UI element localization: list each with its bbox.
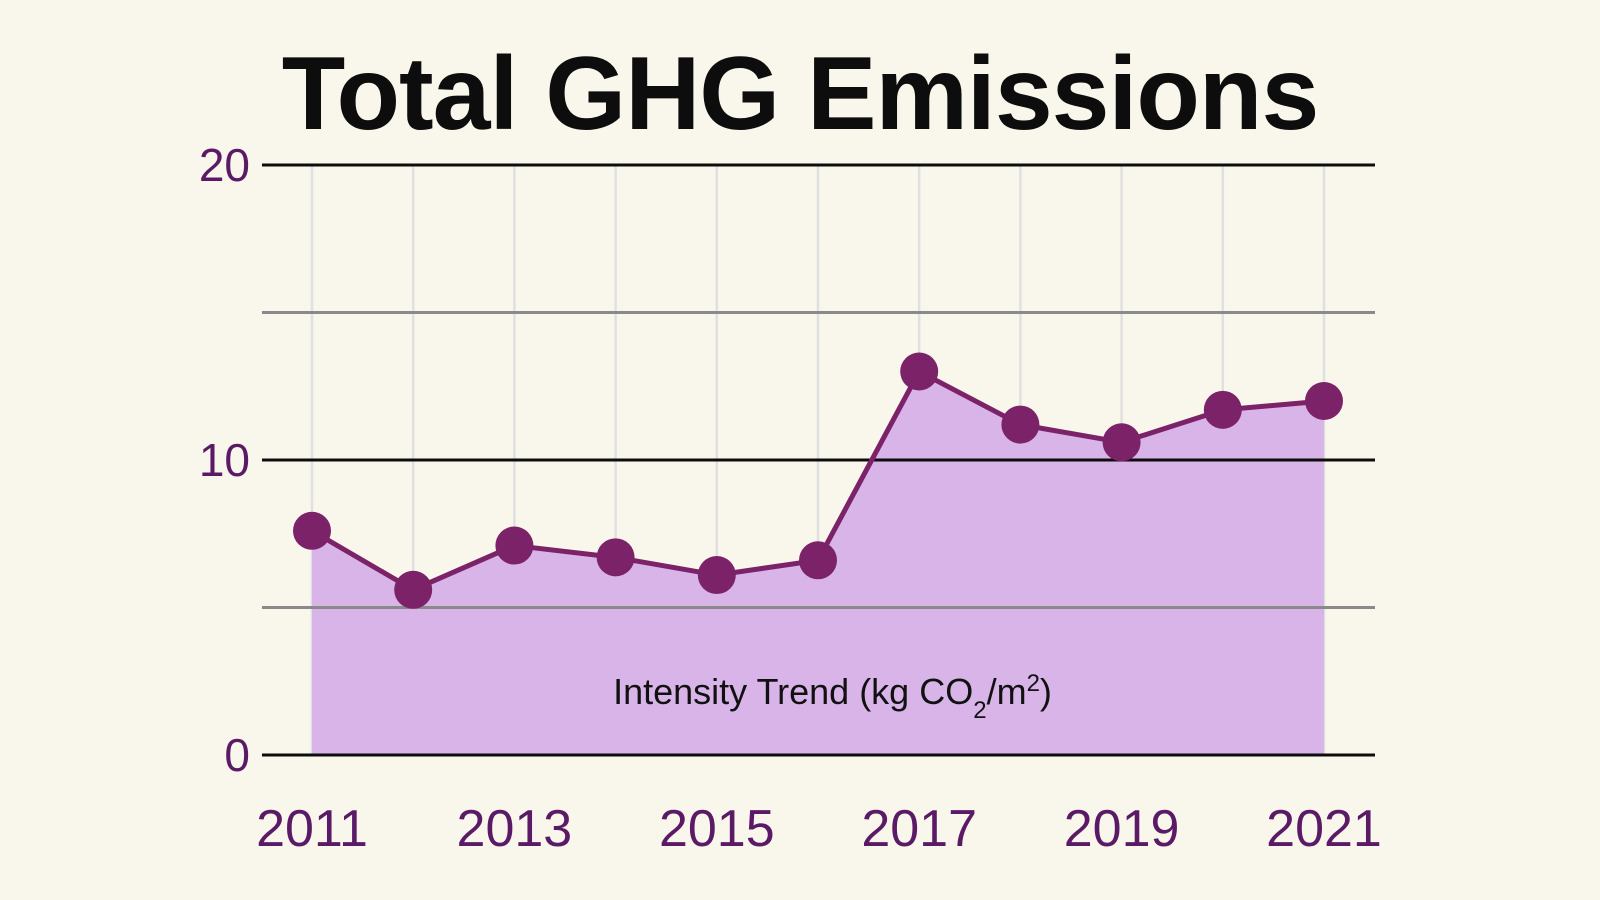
y-tick-label: 20 <box>199 139 250 191</box>
x-tick-label: 2019 <box>1064 800 1180 858</box>
y-tick-label: 0 <box>224 729 250 781</box>
x-tick-labels: 2011 2013 2015 2017 2019 2021 <box>256 800 1382 858</box>
chart-plot: Intensity Trend (kg CO2/m2) 01020 2011 20… <box>0 0 1600 900</box>
y-tick-label: 10 <box>199 434 250 486</box>
x-tick-label: 2021 <box>1266 800 1382 858</box>
x-tick-label: 2017 <box>861 800 977 858</box>
data-point <box>394 571 432 609</box>
data-point <box>1305 382 1343 420</box>
data-point <box>698 556 736 594</box>
series-label-subscript: 2 <box>973 697 986 724</box>
data-point <box>900 353 938 391</box>
y-tick-labels: 0 10 20 <box>199 139 250 781</box>
x-tick-label: 2015 <box>659 800 775 858</box>
series-label-text: Intensity Trend (kg CO <box>613 671 973 712</box>
data-point <box>1204 391 1242 429</box>
data-point <box>799 541 837 579</box>
x-tick-label: 2011 <box>256 800 368 858</box>
x-tick-label: 2013 <box>457 800 573 858</box>
series-label-text: ) <box>1040 671 1052 712</box>
data-point <box>1103 423 1141 461</box>
series-label-text: /m <box>987 671 1027 712</box>
data-point <box>1001 406 1039 444</box>
data-point <box>495 527 533 565</box>
data-point <box>597 538 635 576</box>
series-label-superscript: 2 <box>1027 670 1040 697</box>
data-point <box>293 512 331 550</box>
